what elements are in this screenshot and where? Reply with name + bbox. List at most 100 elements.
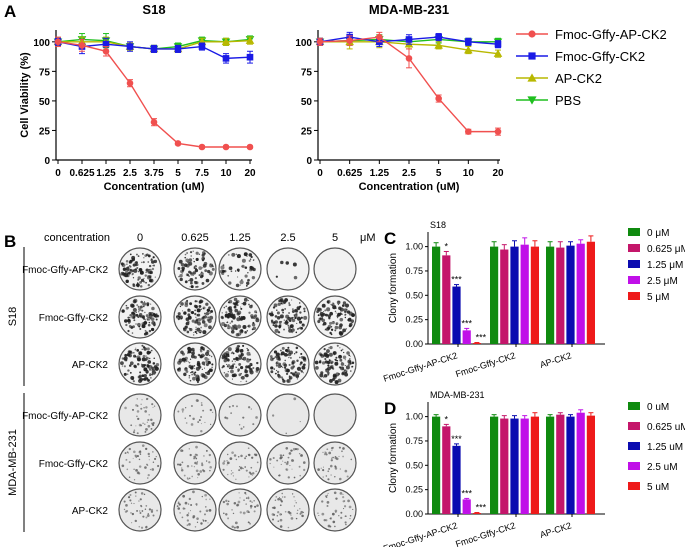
colony [145,268,149,272]
panel-b-colony-plates: concentration 0 0.625 1.25 2.5 5 μM S18 Fmoc-Gff… [7,232,376,532]
colony [204,506,207,508]
colony [151,260,155,264]
colony [345,523,347,526]
colony [224,325,226,328]
colony [178,259,183,264]
colony [238,373,242,377]
colony [345,371,348,373]
colony [200,272,204,276]
colony [177,463,180,466]
colony [185,258,190,263]
concentration-header: concentration [44,232,110,244]
colony [232,302,236,305]
y-tick-label: 100 [33,38,50,49]
bar [462,330,471,344]
colony [139,512,142,514]
y-tick-label: 25 [39,126,51,137]
colony [245,380,248,383]
colony [298,356,301,359]
colony [188,280,190,282]
colony [343,508,345,510]
colony [125,323,128,327]
data-point-marker [376,33,383,41]
colony [194,526,197,528]
significance-marker: *** [476,503,487,513]
colony [249,523,251,525]
colony [329,346,333,350]
colony [184,303,189,308]
legend-a: Fmoc-Gffy-AP-CK2 Fmoc-Gffy-CK2 AP-CK2 PBS [516,27,667,108]
colony [197,313,201,317]
colony [325,453,328,456]
plate-row-label: Fmoc-Gffy-AP-CK2 [22,411,108,422]
colony [230,412,232,414]
colony [246,358,250,363]
colony [132,351,135,354]
colony [133,450,136,454]
colony [184,253,187,256]
colony [288,452,292,455]
colony [348,317,352,321]
colony [222,365,225,368]
colony [272,324,275,327]
colony [181,408,185,411]
y-tick-label: 0.50 [405,290,423,300]
colony [200,522,203,525]
colony [302,323,304,326]
data-point-marker [465,38,472,46]
colony [207,316,210,319]
colony [180,469,184,472]
colony [279,498,282,501]
colony [286,460,289,463]
colony [293,476,296,479]
data-point-marker [222,55,230,62]
plate-dish [218,488,262,532]
colony [177,312,181,316]
colony [272,321,276,325]
colony [188,275,190,278]
colony [287,353,289,356]
series-line [57,41,250,148]
colony [135,323,137,325]
colony [187,308,191,313]
colony [322,354,326,358]
colony [339,317,344,322]
colony [225,305,228,308]
colony [155,318,158,321]
colony [273,457,275,459]
colony [196,504,198,506]
colony [200,402,203,404]
colony [327,478,330,481]
colony [190,366,194,370]
colony [136,348,140,352]
colony [283,366,287,369]
colony [141,399,143,401]
colony [289,324,294,328]
colony [334,380,339,385]
colony [231,360,234,362]
colony [125,304,128,307]
colony [145,427,148,431]
legend-label: 2.5 uM [647,462,678,473]
colony [188,361,191,364]
colony [235,458,238,461]
colony [140,492,144,495]
colony [336,359,339,362]
plate-dish [266,247,310,291]
colony [210,423,212,425]
colony [287,324,290,327]
colony [230,270,233,273]
legend-swatch [628,244,640,252]
colony [226,365,229,368]
colony [132,380,135,383]
colony [251,501,253,503]
colony [199,470,203,473]
colony [196,517,199,520]
colony [321,512,325,516]
colony [327,324,332,329]
colony [150,427,153,430]
colony [225,513,228,516]
colony [235,366,237,369]
colony [296,378,299,380]
colony [132,263,136,267]
